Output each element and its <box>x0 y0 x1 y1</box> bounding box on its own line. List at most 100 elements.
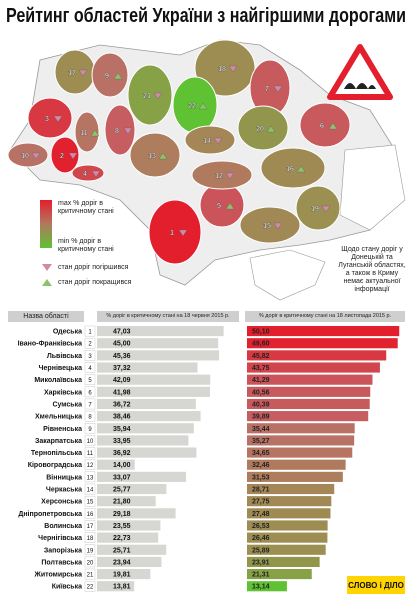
june-bar <box>97 544 167 555</box>
trend-worse <box>78 69 88 77</box>
november-bar <box>247 350 387 361</box>
rank-cell <box>84 520 96 531</box>
november-bar <box>247 544 326 555</box>
trend-worse <box>153 92 163 100</box>
rank-cell <box>84 471 96 483</box>
november-bar <box>247 496 332 507</box>
june-bar <box>97 508 176 519</box>
november-label: 49,60 <box>252 341 270 348</box>
rank: 17 <box>87 524 94 530</box>
rank: 5 <box>88 378 92 384</box>
crimea <box>249 249 326 301</box>
trend-worse <box>228 65 238 73</box>
legend-better: стан доріг покращився <box>58 279 132 286</box>
june-bar <box>97 447 197 458</box>
map-rank-label: 13 <box>148 153 156 160</box>
november-label: 39,89 <box>252 414 270 421</box>
rank-cell <box>84 410 96 422</box>
rank: 16 <box>87 512 94 518</box>
map-rank-label: 19 <box>311 206 319 213</box>
region-name: Сумська <box>52 401 82 408</box>
logo: СЛОВО і ДІЛО <box>348 581 404 590</box>
map-rank-label: 16 <box>286 166 294 173</box>
rank-cell <box>84 350 96 361</box>
map-rank-label: 6 <box>320 123 324 130</box>
rank-cell <box>84 459 96 470</box>
map-region <box>199 182 245 228</box>
trend-better <box>296 165 306 173</box>
november-label: 23,91 <box>252 559 270 566</box>
rank-cell <box>84 447 96 458</box>
june-label: 42,09 <box>113 377 131 384</box>
june-label: 13,81 <box>113 584 131 591</box>
rank: 2 <box>88 342 92 348</box>
june-label: 14,00 <box>113 462 131 469</box>
map-region <box>129 132 181 178</box>
june-bar <box>97 374 211 385</box>
june-label: 36,72 <box>113 401 131 408</box>
map-rank-label: 17 <box>68 70 76 77</box>
logo-box <box>347 576 405 594</box>
june-bar <box>97 520 161 531</box>
rank-cell <box>84 423 96 434</box>
region-name: Київська <box>52 584 82 591</box>
region-name: Чернівецька <box>39 364 82 372</box>
legend-worse: стан доріг погіршився <box>58 264 129 271</box>
november-bar <box>247 398 370 410</box>
june-label: 19,81 <box>113 572 131 579</box>
map-rank-label: 10 <box>21 153 29 160</box>
rank: 14 <box>87 488 94 494</box>
june-bar <box>97 556 162 567</box>
rank: 22 <box>87 585 94 591</box>
june-bar <box>97 459 135 470</box>
trend-better <box>90 129 100 137</box>
map-region <box>194 39 256 97</box>
title: Рейтинг областей України з найгіршими до… <box>6 5 406 27</box>
map-rank-label: 18 <box>218 66 226 73</box>
november-bar <box>247 447 353 458</box>
rank-cell <box>84 508 96 519</box>
november-bar <box>247 532 328 543</box>
june-label: 33,07 <box>113 474 131 481</box>
june-bar <box>97 496 156 507</box>
rank: 12 <box>87 463 94 469</box>
rank: 21 <box>87 573 94 579</box>
november-bar <box>247 374 373 385</box>
june-bar <box>97 532 159 543</box>
june-label: 45,36 <box>113 353 131 360</box>
map-region <box>184 125 236 155</box>
map-rank-label: 8 <box>115 128 119 135</box>
june-bar <box>97 483 167 495</box>
region-name: Черкаська <box>46 487 82 494</box>
june-label: 38,46 <box>113 414 131 421</box>
november-label: 45,82 <box>252 353 270 360</box>
trend-worse <box>91 170 101 178</box>
rank-cell <box>84 580 96 592</box>
rank: 15 <box>87 500 94 506</box>
map-region <box>74 111 100 153</box>
region-name: Тернопільська <box>31 449 82 457</box>
june-label: 23,94 <box>113 559 131 566</box>
region-name: Харківська <box>44 388 82 396</box>
map-region <box>239 206 301 244</box>
legend-max: max % доріг в критичному стані <box>58 200 114 215</box>
region-name: Закарпатська <box>35 438 82 445</box>
rank: 20 <box>87 560 94 566</box>
region-name: Волинська <box>44 523 82 530</box>
trend-worse <box>68 152 78 160</box>
november-label: 50,10 <box>252 329 270 336</box>
map-rank-label: 22 <box>188 103 196 110</box>
november-label: 26,53 <box>252 523 270 530</box>
november-bar <box>247 471 343 482</box>
rank-cell <box>84 374 96 385</box>
trend-worse <box>53 115 63 123</box>
june-label: 33,95 <box>113 438 131 445</box>
region-name: Кіровоградська <box>28 461 82 469</box>
rank-cell <box>84 532 96 543</box>
rank-cell <box>84 483 96 495</box>
trend-worse <box>273 85 283 93</box>
trend-better <box>198 102 208 110</box>
june-label: 36,92 <box>113 450 131 457</box>
map-rank-label: 9 <box>105 73 109 80</box>
trend-worse <box>225 172 235 180</box>
